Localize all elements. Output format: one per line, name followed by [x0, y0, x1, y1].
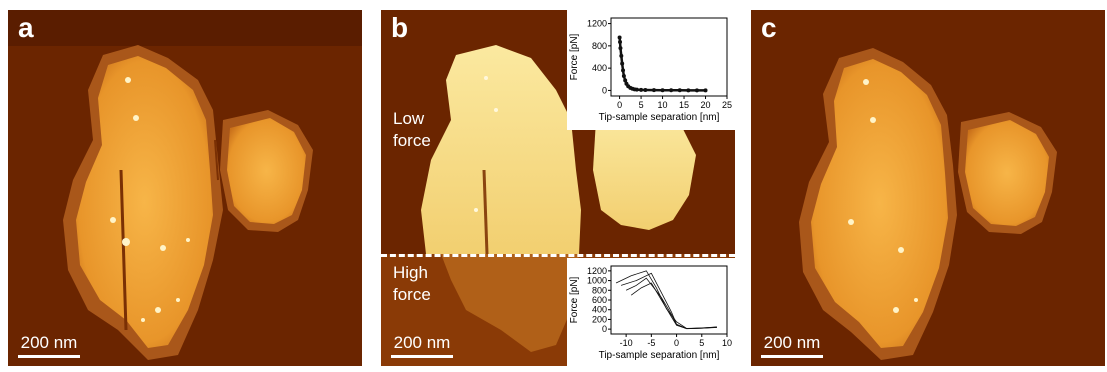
panel-label: c	[761, 12, 777, 43]
high-force-label: High force	[393, 263, 431, 304]
plot-frame	[610, 17, 728, 97]
y-tick-label: 0	[602, 324, 607, 334]
series-line	[630, 282, 717, 330]
x-tick-label: -10	[620, 338, 633, 348]
afm-panel-c: c 200 nm	[751, 10, 1105, 366]
y-tick-label: 800	[592, 285, 607, 295]
x-tick-label: 15	[679, 100, 689, 110]
y-tick-label: 1000	[587, 276, 607, 286]
series-line	[615, 270, 717, 329]
x-tick-label: 25	[722, 100, 732, 110]
force-curve-chart-low: 0 5 10 15 20 25 0 400 800 1200 Tip-sample separati…	[569, 17, 732, 123]
x-tick-label: 0	[674, 338, 679, 348]
series-line	[625, 277, 717, 330]
y-tick-label: 400	[592, 305, 607, 315]
afm-panel-a: a 200 nm	[8, 10, 362, 366]
series-line	[620, 272, 717, 330]
x-tick-label: 10	[658, 100, 668, 110]
y-tick-label: 600	[592, 295, 607, 305]
y-tick-label: 0	[602, 85, 607, 95]
y-tick-label: 1200	[587, 266, 607, 276]
plot-frame	[610, 265, 728, 335]
scale-bar-label: 200 nm	[393, 333, 451, 353]
x-axis-label: Tip-sample separation [nm]	[599, 350, 720, 361]
series-line	[618, 37, 706, 92]
x-tick-label: 0	[617, 100, 622, 110]
y-tick-label: 800	[592, 41, 607, 51]
scale-bar-label: 200 nm	[763, 333, 821, 353]
inset-low-force-curve: 0 5 10 15 20 25 0 400 800 1200 Tip-sample separati…	[567, 10, 735, 130]
low-force-label: Low force	[393, 109, 431, 150]
y-axis-label: Force [pN]	[569, 276, 580, 323]
x-tick-label: 5	[639, 100, 644, 110]
scale-bar-line	[18, 355, 80, 358]
scale-bar-line	[761, 355, 823, 358]
inset-high-force-curve: -10 -5 0 5 10 0 200 400 600 800 1000 1200 Tip-sample…	[567, 258, 735, 366]
force-curve-chart-high: -10 -5 0 5 10020040060080010001200Tip-sample…	[569, 265, 732, 361]
panel-label: a	[18, 12, 34, 43]
x-axis-label: Tip-sample separation [nm]	[599, 112, 720, 123]
y-tick-label: 1200	[587, 19, 607, 29]
x-tick-label: 10	[722, 338, 732, 348]
x-tick-label: 5	[699, 338, 704, 348]
scale-bar-line	[391, 355, 453, 358]
afm-panel-b: b Low force High force 200 nm 0 5 10 15 20 25…	[381, 10, 735, 366]
scale-bar-label: 200 nm	[20, 333, 78, 353]
afm-image-c	[751, 10, 1105, 366]
scale-bar: 200 nm	[18, 334, 80, 358]
y-axis-label: Force [pN]	[569, 33, 580, 80]
force-divider-line	[381, 254, 735, 257]
x-tick-label: 20	[701, 100, 711, 110]
scale-bar: 200 nm	[761, 334, 823, 358]
y-tick-label: 200	[592, 314, 607, 324]
x-tick-label: -5	[647, 338, 655, 348]
scale-bar: 200 nm	[391, 334, 453, 358]
y-tick-label: 400	[592, 63, 607, 73]
afm-image-a	[8, 10, 362, 366]
panel-label: b	[391, 12, 409, 43]
